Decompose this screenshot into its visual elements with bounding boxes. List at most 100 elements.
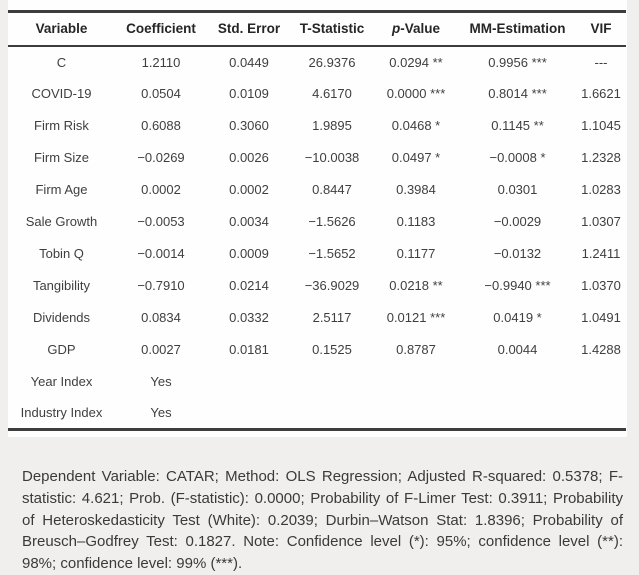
cell-mm-estimation: 0.9956 ***: [488, 54, 547, 70]
cell-mm-estimation: 0.8014 ***: [488, 86, 547, 101]
cell-std-error: [207, 398, 291, 430]
cell-mm-estimation: [459, 366, 576, 398]
table-note: Dependent Variable: CATAR; Method: OLS R…: [22, 468, 623, 573]
cell-p-value: 0.0121 ***: [386, 310, 446, 325]
cell-mm-estimation: 0.0419 *: [493, 310, 542, 325]
cell-vif: ---: [594, 54, 608, 70]
regression-results-table: Variable Coefficient Std. Error T-Statis…: [8, 10, 626, 431]
cell-variable: Tangibility: [32, 278, 91, 293]
table-row: Industry Index Yes: [8, 398, 626, 430]
cell-p-value: 0.8787: [396, 342, 436, 357]
cell-vif: 1.0307: [581, 214, 621, 229]
cell-t-statistic: −36.9029: [304, 278, 360, 293]
cell-variable: Industry Index: [20, 405, 103, 421]
cell-t-statistic: [291, 366, 373, 398]
table-row: Tangibility −0.7910 0.0214 −36.9029 0.02…: [8, 270, 626, 302]
cell-variable: Firm Age: [35, 182, 88, 197]
cell-std-error: 0.0026: [229, 150, 269, 165]
cell-t-statistic: 0.1525: [312, 342, 352, 357]
cell-std-error: 0.0449: [229, 54, 269, 70]
p-value-rest: -Value: [400, 21, 441, 37]
cell-std-error: 0.0034: [229, 214, 269, 229]
cell-variable: Firm Size: [34, 150, 89, 165]
cell-std-error: 0.3060: [229, 118, 269, 133]
col-header-mm-estimation: MM-Estimation: [459, 11, 576, 47]
cell-t-statistic: −1.5626: [308, 214, 356, 229]
cell-p-value: 0.0497 *: [391, 150, 441, 165]
cell-mm-estimation: 0.1145 **: [491, 118, 544, 133]
cell-std-error: [207, 366, 291, 398]
cell-vif: 1.2411: [581, 246, 621, 261]
col-header-p-value: p-Value: [373, 11, 459, 47]
cell-t-statistic: 26.9376: [308, 54, 356, 70]
cell-p-value: 0.3984: [396, 182, 436, 197]
cell-variable: Sale Growth: [25, 214, 98, 229]
table-header-row: Variable Coefficient Std. Error T-Statis…: [8, 11, 626, 47]
cell-mm-estimation: 0.0044: [497, 342, 538, 357]
cell-t-statistic: 0.8447: [312, 182, 352, 197]
cell-p-value: 0.0218 **: [389, 278, 443, 293]
cell-variable: Year Index: [30, 374, 93, 389]
cell-vif: 1.4288: [581, 342, 621, 357]
table-row: Year Index Yes: [8, 366, 626, 398]
cell-p-value: 0.1177: [396, 246, 436, 261]
table-row: Firm Size −0.0269 0.0026 −10.0038 0.0497…: [8, 142, 626, 174]
table-row: COVID-19 0.0504 0.0109 4.6170 0.0000 ***…: [8, 78, 626, 110]
table-row: Tobin Q −0.0014 0.0009 −1.5652 0.1177 −0…: [8, 238, 626, 270]
table-row: Firm Age 0.0002 0.0002 0.8447 0.3984 0.0…: [8, 174, 626, 206]
cell-variable: COVID-19: [31, 86, 92, 101]
cell-coefficient: −0.0014: [137, 246, 185, 261]
cell-coefficient: −0.0053: [137, 214, 185, 229]
cell-variable: Dividends: [32, 310, 91, 325]
table-row: GDP 0.0027 0.0181 0.1525 0.8787 0.0044 1…: [8, 334, 626, 366]
cell-vif: 1.0491: [581, 310, 621, 325]
cell-variable: GDP: [47, 342, 76, 357]
p-value-italic-p: p: [391, 21, 401, 37]
cell-mm-estimation: [459, 398, 576, 430]
cell-std-error: 0.0002: [229, 182, 269, 197]
cell-p-value: [373, 398, 459, 430]
col-header-t-statistic: T-Statistic: [291, 11, 373, 47]
cell-mm-estimation: −0.0029: [493, 214, 542, 229]
col-header-vif: VIF: [576, 11, 626, 47]
cell-coefficient: Yes: [150, 405, 172, 421]
cell-p-value: 0.0468 *: [391, 118, 441, 133]
cell-coefficient: 0.0834: [141, 310, 181, 325]
cell-vif: 1.1045: [581, 118, 621, 133]
cell-mm-estimation: −0.0132: [493, 246, 542, 261]
table-row: Dividends 0.0834 0.0332 2.5117 0.0121 **…: [8, 302, 626, 334]
cell-variable: Firm Risk: [34, 118, 89, 133]
cell-std-error: 0.0109: [229, 86, 269, 101]
cell-coefficient: 0.0504: [141, 86, 181, 101]
col-header-coefficient: Coefficient: [115, 11, 207, 47]
cell-vif: 1.0283: [581, 182, 621, 197]
cell-t-statistic: 1.9895: [312, 118, 352, 133]
cell-coefficient: −0.0269: [137, 150, 185, 165]
regression-table-panel: Variable Coefficient Std. Error T-Statis…: [8, 0, 627, 437]
cell-variable: C: [56, 54, 67, 70]
cell-p-value: [373, 366, 459, 398]
col-header-std-error: Std. Error: [207, 11, 291, 47]
cell-p-value: 0.0294 **: [389, 54, 443, 70]
cell-coefficient: 0.6088: [141, 118, 181, 133]
cell-coefficient: Yes: [150, 374, 172, 389]
cell-coefficient: −0.7910: [137, 278, 185, 293]
cell-p-value: 0.0000 ***: [386, 86, 446, 101]
cell-vif: 1.6621: [581, 86, 621, 101]
cell-t-statistic: 2.5117: [312, 310, 352, 325]
table-row: C 1.2110 0.0449 26.9376 0.0294 ** 0.9956…: [8, 46, 626, 78]
cell-t-statistic: −1.5652: [308, 246, 356, 261]
cell-coefficient: 0.0002: [141, 182, 181, 197]
cell-std-error: 0.0214: [229, 278, 269, 293]
table-row: Firm Risk 0.6088 0.3060 1.9895 0.0468 * …: [8, 110, 626, 142]
cell-mm-estimation: 0.0301: [497, 182, 538, 197]
cell-vif: [576, 366, 626, 398]
cell-vif: 1.0370: [581, 278, 621, 293]
cell-t-statistic: [291, 398, 373, 430]
cell-coefficient: 1.2110: [141, 54, 181, 70]
cell-t-statistic: −10.0038: [304, 150, 360, 165]
cell-std-error: 0.0332: [229, 310, 269, 325]
cell-mm-estimation: −0.9940 ***: [484, 278, 551, 293]
table-row: Sale Growth −0.0053 0.0034 −1.5626 0.118…: [8, 206, 626, 238]
cell-mm-estimation: −0.0008 *: [489, 150, 546, 165]
